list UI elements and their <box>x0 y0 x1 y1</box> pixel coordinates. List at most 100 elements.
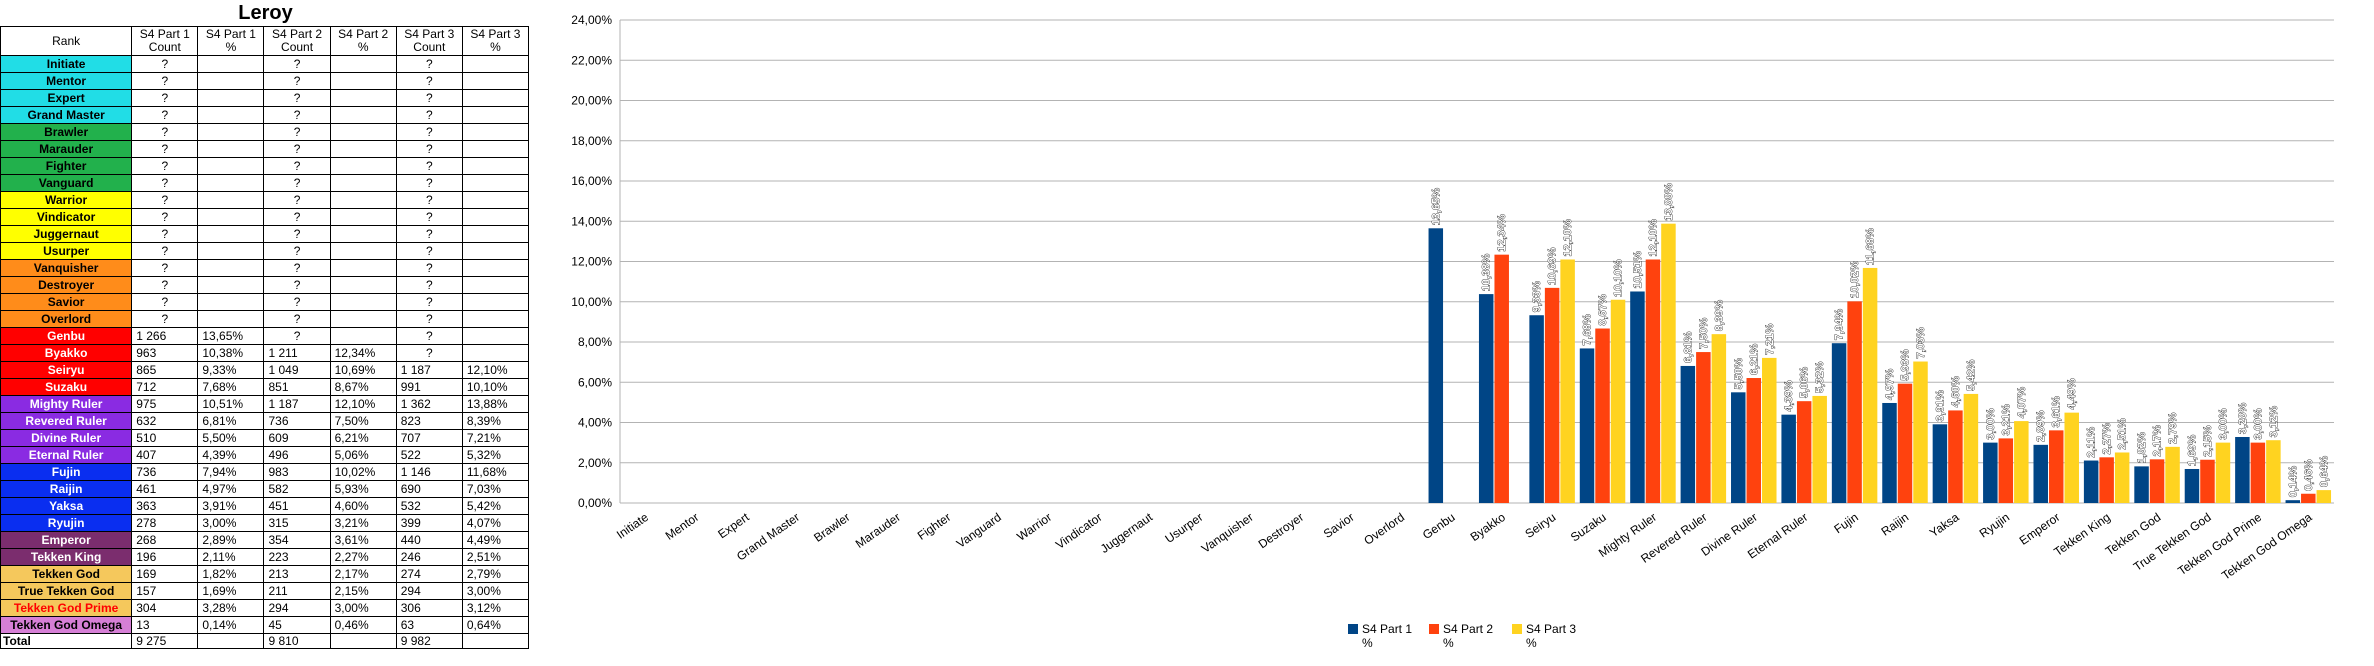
table-row: Genbu 1 266 13,65%?? <box>0 327 530 345</box>
pct-s4p1-cell <box>197 208 265 226</box>
bar <box>2134 466 2149 503</box>
pct-s4p2-cell: 2,27% <box>329 548 397 566</box>
pct-s4p1-cell <box>197 157 265 175</box>
pct-s4p2-cell: 8,67% <box>329 378 397 396</box>
count-s4p1-cell: 407 <box>131 446 199 464</box>
rank-cell: Destroyer <box>0 276 133 294</box>
bar <box>1494 254 1509 503</box>
count-s4p3-cell: 522 <box>395 446 463 464</box>
bar <box>1913 361 1928 503</box>
bar <box>2215 442 2231 503</box>
count-s4p1-cell: 363 <box>131 497 199 515</box>
pct-s4p3-cell: 8,39% <box>461 412 530 430</box>
table-row: Seiryu 865 9,33% 1 049 10,69% 1 187 12,10% <box>0 361 530 379</box>
data-label: 2,11% <box>2086 427 2098 458</box>
legend-label: S4 Part 3% <box>1526 622 1576 650</box>
pct-s4p2-cell: 2,15% <box>329 582 397 600</box>
pct-s4p2-cell: 6,21% <box>329 429 397 447</box>
pct-s4p3-cell <box>461 225 530 243</box>
bar <box>2200 459 2215 503</box>
bar <box>1781 414 1796 503</box>
bar <box>2285 500 2301 503</box>
table-row: Raijin 461 4,97% 582 5,93% 690 7,03% <box>0 480 530 498</box>
count-s4p3-cell: 306 <box>395 599 463 617</box>
bar <box>1796 401 1812 503</box>
data-label: 5,93% <box>1900 349 1912 380</box>
pct-s4p2-cell <box>329 259 397 277</box>
rank-cell: Marauder <box>0 140 133 158</box>
pct-s4p3-cell: 4,49% <box>461 531 530 549</box>
pct-s4p2-cell: 12,34% <box>329 344 397 362</box>
count-s4p3-cell: 690 <box>395 480 463 498</box>
pct-s4p1-cell <box>197 191 265 209</box>
count-s4p2-cell: 1 211 <box>263 344 331 362</box>
rank-cell: Brawler <box>0 123 133 141</box>
pct-s4p1-cell: 3,00% <box>197 514 265 532</box>
data-label: 2,51% <box>2117 418 2129 449</box>
x-tick-label: Destroyer <box>1256 510 1307 551</box>
pct-s4p2-cell <box>329 140 397 158</box>
pct-s4p3-cell <box>461 157 530 175</box>
pct-s4p1-cell <box>197 276 265 294</box>
bar <box>1595 328 1610 503</box>
pct-s4p1-cell: 2,11% <box>197 548 265 566</box>
header-s4p1-pct: S4 Part 1 % <box>197 26 265 56</box>
table-row: Usurper??? <box>0 242 530 260</box>
count-s4p3-cell: ? <box>395 106 463 124</box>
x-tick-label: Brawler <box>811 510 852 545</box>
data-label: 2,15% <box>2202 425 2214 456</box>
count-s4p3-cell: 991 <box>395 378 463 396</box>
count-s4p2-cell: 294 <box>263 599 331 617</box>
count-s4p3-cell: 1 187 <box>395 361 463 379</box>
data-label: 3,00% <box>2217 408 2229 439</box>
table-row: Vanquisher??? <box>0 259 530 277</box>
count-s4p3-cell: 823 <box>395 412 463 430</box>
y-tick-label: 4,00% <box>578 416 612 430</box>
rank-distribution-table: Leroy Rank S4 Part 1 Count S4 Part 1 % S… <box>0 0 531 649</box>
pct-s4p2-cell: 10,02% <box>329 463 397 481</box>
count-s4p1-cell: ? <box>131 310 199 328</box>
count-s4p1-cell: 975 <box>131 395 199 413</box>
x-tick-label: Usurper <box>1162 510 1205 546</box>
total-s4p1-count: 9 275 <box>131 633 199 649</box>
rank-table: Rank S4 Part 1 Count S4 Part 1 % S4 Part… <box>0 26 530 649</box>
bar <box>1831 343 1847 503</box>
pct-s4p3-cell: 2,79% <box>461 565 530 583</box>
table-row: Fighter??? <box>0 157 530 175</box>
count-s4p1-cell: ? <box>131 123 199 141</box>
count-s4p2-cell: 736 <box>263 412 331 430</box>
pct-s4p1-cell: 3,91% <box>197 497 265 515</box>
rank-cell: Emperor <box>0 531 133 549</box>
table-row: Mighty Ruler 975 10,51% 1 187 12,10% 1 362 13,… <box>0 395 530 413</box>
count-s4p3-cell: ? <box>395 191 463 209</box>
count-s4p1-cell: ? <box>131 55 199 73</box>
pct-s4p1-cell: 0,14% <box>197 616 265 634</box>
count-s4p2-cell: 1 049 <box>263 361 331 379</box>
x-tick-label: Juggernaut <box>1098 510 1156 556</box>
data-label: 4,49% <box>2066 378 2078 409</box>
header-s4p1-count: S4 Part 1 Count <box>131 26 199 56</box>
pct-s4p1-cell <box>197 72 265 90</box>
bar <box>1932 424 1948 503</box>
pct-s4p1-cell: 9,33% <box>197 361 265 379</box>
table-row: Tekken God Omega 13 0,14% 45 0,46% 63 0,64% <box>0 616 530 634</box>
y-tick-label: 6,00% <box>578 375 612 389</box>
pct-s4p3-cell: 2,51% <box>461 548 530 566</box>
pct-s4p3-cell <box>461 276 530 294</box>
count-s4p1-cell: 963 <box>131 344 199 362</box>
data-label: 2,27% <box>2101 423 2113 454</box>
pct-s4p3-cell <box>461 293 530 311</box>
data-label: 1,69% <box>2186 435 2198 466</box>
pct-s4p1-cell <box>197 259 265 277</box>
pct-s4p2-cell: 3,61% <box>329 531 397 549</box>
pct-s4p1-cell: 10,51% <box>197 395 265 413</box>
count-s4p2-cell: ? <box>263 242 331 260</box>
total-s4p3-count: 9 982 <box>395 633 463 649</box>
count-s4p2-cell: 213 <box>263 565 331 583</box>
y-tick-label: 16,00% <box>571 174 612 188</box>
rank-cell: Genbu <box>0 327 133 345</box>
data-label: 10,69% <box>1547 247 1559 285</box>
data-label: 4,07% <box>2016 387 2028 418</box>
data-label: 13,88% <box>1663 183 1675 221</box>
rank-cell: Expert <box>0 89 133 107</box>
